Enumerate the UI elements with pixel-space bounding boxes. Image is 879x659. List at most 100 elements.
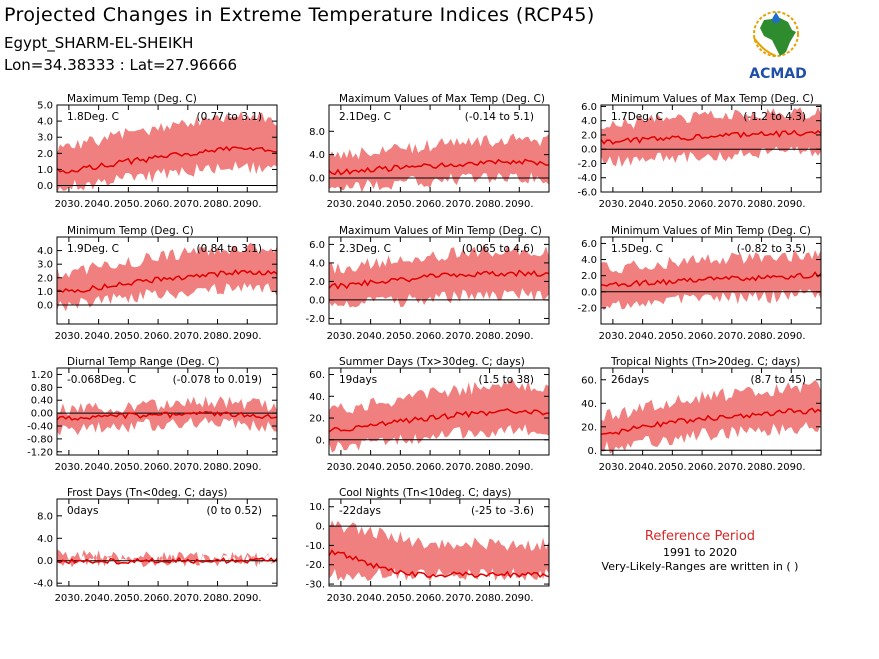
y-tick-label: 4.0 xyxy=(581,116,597,127)
ensemble-mean-line xyxy=(328,408,550,433)
mean-change-label: 1.5Deg. C xyxy=(611,243,663,255)
range-label: (-0.14 to 5.1) xyxy=(465,111,534,123)
y-tick-label: -4.0 xyxy=(577,173,597,184)
x-tick-label: 2080. xyxy=(475,462,504,473)
x-tick-label: 2070. xyxy=(717,199,746,210)
uncertainty-band xyxy=(57,549,277,568)
y-tick-label: 20. xyxy=(581,422,597,433)
mean-change-label: 0days xyxy=(67,505,98,517)
mean-change-label: 2.1Deg. C xyxy=(339,111,391,123)
chart-panel-11: -30. -20. -10. 0. 10. 2030. 2040. 2050. 2060. 207… xyxy=(305,487,550,604)
y-tick-label: 0.0 xyxy=(309,173,325,184)
y-tick-label: 0.40 xyxy=(31,396,53,407)
plot-frame xyxy=(56,236,278,325)
x-tick-label: 2070. xyxy=(173,593,202,604)
x-tick-label: 2090. xyxy=(233,462,262,473)
chart-title: Frost Days (Tn<0deg. C; days) xyxy=(67,487,227,499)
plot-frame xyxy=(56,367,278,456)
uncertainty-band xyxy=(329,379,549,453)
plot-frame xyxy=(328,104,550,193)
chart-title: Maximum Temp (Deg. C) xyxy=(67,93,197,105)
x-tick-label: 2030. xyxy=(599,331,628,342)
uncertainty-band xyxy=(601,249,821,311)
x-tick-label: 2080. xyxy=(203,199,232,210)
x-tick-label: 2040. xyxy=(628,462,657,473)
y-tick-label: 0.0 xyxy=(37,181,53,192)
acmad-logo: ACMAD xyxy=(749,11,807,82)
location-name: Egypt_SHARM-EL-SHEIKH xyxy=(4,34,194,52)
plot-frame xyxy=(328,236,550,325)
y-tick-label: 4.0 xyxy=(37,117,53,128)
y-tick-label: 0. xyxy=(315,435,325,446)
x-tick-label: 2060. xyxy=(416,593,445,604)
x-tick-label: 2090. xyxy=(505,331,534,342)
ensemble-mean-line xyxy=(56,145,278,174)
y-tick-label: 2.0 xyxy=(581,271,597,282)
x-tick-label: 2050. xyxy=(114,462,143,473)
x-tick-label: 2050. xyxy=(114,331,143,342)
y-tick-label: 0.80 xyxy=(31,383,53,394)
x-tick-label: 2090. xyxy=(777,331,806,342)
y-tick-label: 6.0 xyxy=(581,102,597,113)
logo-text: ACMAD xyxy=(749,66,807,82)
x-tick-label: 2070. xyxy=(717,462,746,473)
uncertainty-band xyxy=(601,379,821,454)
chart-panel-4: 0.0 1.0 2.0 3.0 4.0 2030. 2040. 2050. 2060. 2070.… xyxy=(37,225,278,342)
x-tick-label: 2030. xyxy=(55,199,84,210)
x-tick-label: 2030. xyxy=(55,331,84,342)
chart-title: Cool Nights (Tn<10deg. C; days) xyxy=(339,487,511,499)
x-tick-label: 2030. xyxy=(327,462,356,473)
x-tick-label: 2050. xyxy=(658,331,687,342)
y-tick-label: -2.0 xyxy=(577,303,597,314)
y-tick-label: 0.0 xyxy=(37,300,53,311)
y-tick-label: 20. xyxy=(309,414,325,425)
x-tick-label: 2070. xyxy=(445,199,474,210)
x-tick-label: 2030. xyxy=(599,462,628,473)
y-tick-label: -0.40 xyxy=(27,422,53,433)
x-tick-label: 2090. xyxy=(505,593,534,604)
ensemble-mean-line xyxy=(56,269,278,294)
plot-frame xyxy=(56,104,278,193)
x-tick-label: 2080. xyxy=(475,331,504,342)
y-tick-label: 5.0 xyxy=(37,101,53,112)
uncertainty-band xyxy=(57,111,277,193)
x-tick-label: 2040. xyxy=(628,331,657,342)
reference-legend: Reference Period 1991 to 2020 Very-Likel… xyxy=(590,530,810,574)
chart-title: Minimum Values of Min Temp (Deg. C) xyxy=(611,225,811,237)
x-tick-label: 2050. xyxy=(658,462,687,473)
chart-title: Summer Days (Tx>30deg. C; days) xyxy=(339,356,525,368)
x-tick-label: 2040. xyxy=(356,331,385,342)
y-tick-label: -4.0 xyxy=(33,579,53,590)
plot-frame xyxy=(328,498,550,587)
chart-title: Diurnal Temp Range (Deg. C) xyxy=(67,356,219,368)
x-tick-label: 2040. xyxy=(84,199,113,210)
y-tick-label: 0.0 xyxy=(581,145,597,156)
x-tick-label: 2030. xyxy=(599,199,628,210)
y-tick-label: 2.0 xyxy=(37,273,53,284)
x-tick-label: 2080. xyxy=(747,462,776,473)
x-tick-label: 2030. xyxy=(55,462,84,473)
y-tick-label: 4.0 xyxy=(37,246,53,257)
x-tick-label: 2070. xyxy=(445,593,474,604)
mean-change-label: 2.3Deg. C xyxy=(339,243,391,255)
plot-frame xyxy=(600,236,822,325)
x-tick-label: 2050. xyxy=(386,331,415,342)
x-tick-label: 2040. xyxy=(84,331,113,342)
x-tick-label: 2060. xyxy=(416,462,445,473)
y-tick-label: 0. xyxy=(587,446,597,457)
x-tick-label: 2040. xyxy=(84,593,113,604)
chart-title: Maximum Values of Max Temp (Deg. C) xyxy=(339,93,545,105)
range-label: (-1.2 to 4.3) xyxy=(743,111,806,123)
y-tick-label: 60. xyxy=(581,375,597,386)
x-tick-label: 2080. xyxy=(747,331,776,342)
x-tick-label: 2050. xyxy=(386,462,415,473)
y-tick-label: -2.0 xyxy=(305,314,325,325)
chart-title: Maximum Values of Min Temp (Deg. C) xyxy=(339,225,542,237)
range-label: (8.7 to 45) xyxy=(751,374,806,386)
x-tick-label: 2040. xyxy=(356,462,385,473)
